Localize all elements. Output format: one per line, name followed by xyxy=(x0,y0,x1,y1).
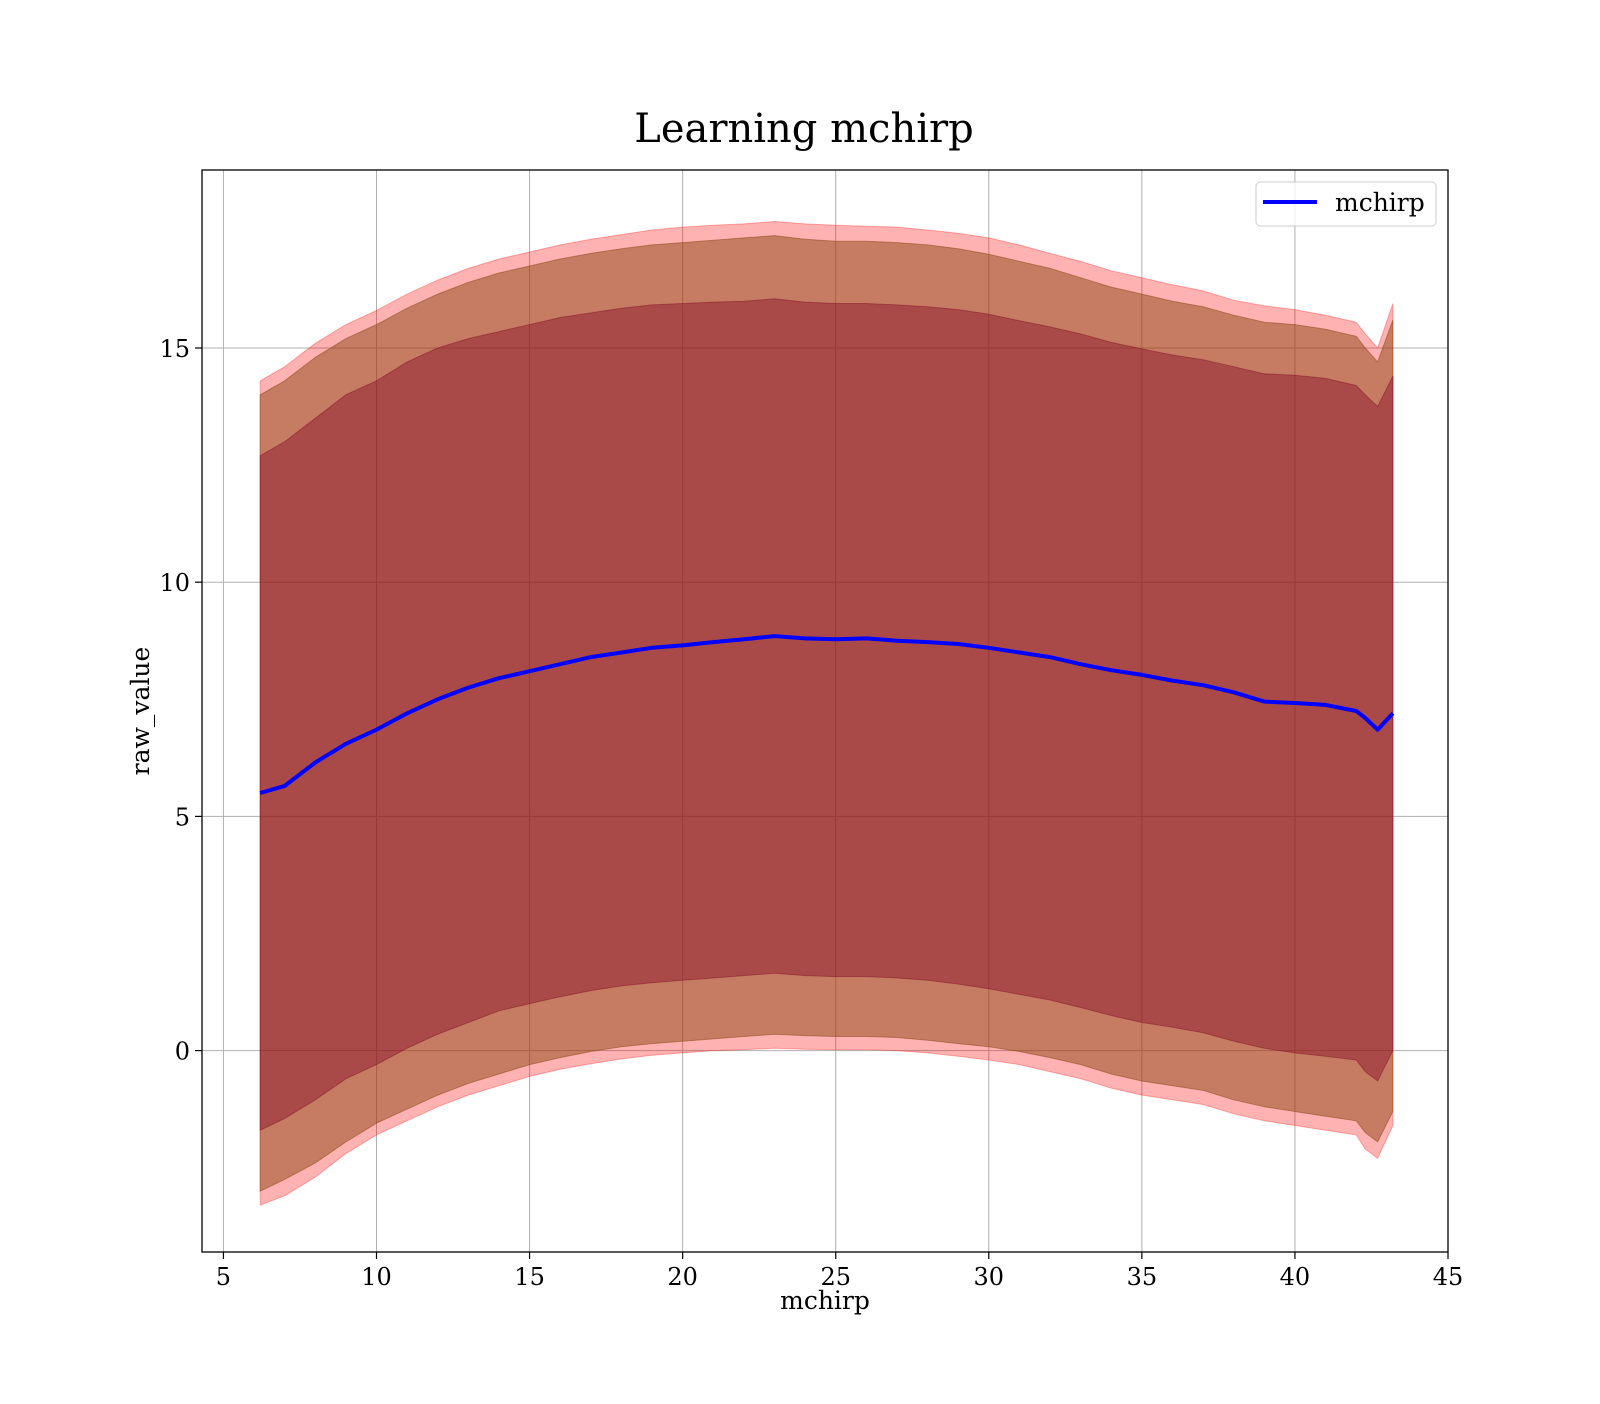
x-tick-label: 15 xyxy=(514,1263,545,1291)
x-tick-label: 25 xyxy=(820,1263,851,1291)
x-axis-label: mchirp xyxy=(780,1286,870,1315)
x-tick-label: 30 xyxy=(974,1263,1005,1291)
legend-box xyxy=(1255,181,1437,227)
y-tick-label: 15 xyxy=(159,335,190,363)
confidence-band xyxy=(259,235,1394,1192)
series-line-mchirp xyxy=(259,634,1395,795)
chart-title: Learning mchirp xyxy=(634,106,973,152)
plot-frame xyxy=(201,169,1449,1253)
x-tick-label: 5 xyxy=(216,1263,231,1291)
x-tick-label: 20 xyxy=(667,1263,698,1291)
x-axis-ticks: 5 10 15 20 25 30 35 40 45 xyxy=(216,1252,1463,1291)
confidence-band xyxy=(259,298,1394,1131)
x-tick-label: 10 xyxy=(361,1263,392,1291)
legend-label-mchirp: mchirp xyxy=(1335,188,1425,217)
x-tick-label: 40 xyxy=(1280,1263,1311,1291)
x-tick-label: 45 xyxy=(1433,1263,1464,1291)
legend: mchirp xyxy=(1255,181,1437,227)
y-axis-ticks: 0 5 10 15 xyxy=(159,335,202,1066)
y-tick-label: 10 xyxy=(159,569,190,597)
series-lines xyxy=(259,634,1395,795)
y-axis-label: raw_value xyxy=(126,647,155,776)
confidence-bands xyxy=(259,220,1394,1206)
y-tick-label: 0 xyxy=(175,1038,190,1066)
x-tick-label: 35 xyxy=(1127,1263,1158,1291)
y-tick-label: 5 xyxy=(175,803,190,831)
